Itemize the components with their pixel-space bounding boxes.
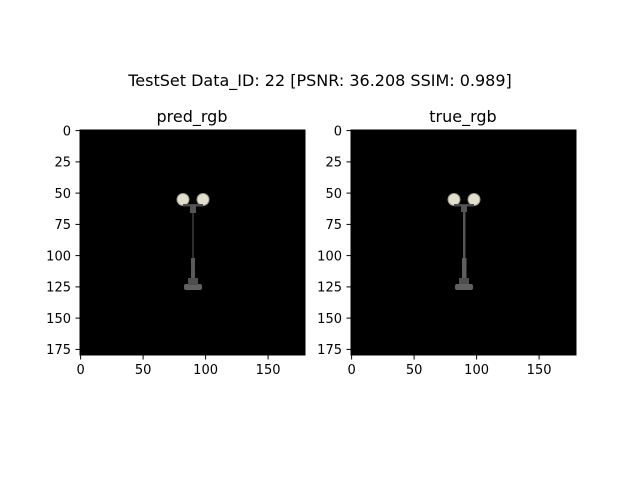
y-tick-label: 150 (317, 312, 342, 327)
y-tick-label: 0 (63, 124, 71, 139)
lamp-base-neck (188, 278, 198, 285)
y-tick-label: 50 (325, 187, 342, 202)
panel-true: true_rgb 0 50 100 150 (317, 107, 577, 378)
y-tick-label: 75 (54, 218, 71, 233)
x-axis-true: 0 50 100 150 (347, 355, 552, 378)
lamp-head (190, 205, 196, 213)
x-tick-label: 0 (76, 363, 84, 378)
lamp-pred (176, 193, 210, 290)
lamp-base (455, 284, 473, 290)
axes-frame-pred (79, 129, 306, 356)
x-tick-label: 150 (256, 363, 281, 378)
y-tick-label: 25 (325, 156, 342, 171)
panel-title-true: true_rgb (429, 107, 496, 127)
y-tick-label: 125 (317, 281, 342, 296)
y-axis-pred: 0 25 50 75 100 125 150 175 (46, 124, 80, 358)
x-tick-label: 150 (527, 363, 552, 378)
lamp-true (447, 193, 481, 290)
panel-pred: pred_rgb 0 50 100 150 (46, 107, 306, 378)
y-tick-label: 175 (46, 343, 71, 358)
y-tick-label: 125 (46, 281, 71, 296)
figure-suptitle: TestSet Data_ID: 22 [PSNR: 36.208 SSIM: … (127, 71, 512, 91)
x-tick-label: 0 (347, 363, 355, 378)
x-tick-label: 50 (406, 363, 423, 378)
lamp-globe-left (447, 193, 461, 206)
y-tick-label: 0 (334, 124, 342, 139)
lamp-pole-lower (191, 258, 195, 280)
y-tick-label: 150 (46, 312, 71, 327)
y-tick-label: 25 (54, 156, 71, 171)
x-tick-label: 100 (193, 363, 218, 378)
axes-frame-true (350, 129, 577, 356)
lamp-globe-right (196, 193, 210, 206)
y-axis-true: 0 25 50 75 100 125 150 175 (317, 124, 351, 358)
x-tick-label: 100 (464, 363, 489, 378)
lamp-pole-faint (192, 213, 194, 258)
lamp-base (184, 284, 202, 290)
y-tick-label: 100 (317, 249, 342, 264)
lamp-pole (463, 212, 466, 260)
lamp-base-neck (459, 278, 469, 285)
lamp-globe-right (467, 193, 481, 206)
y-tick-label: 175 (317, 343, 342, 358)
y-tick-label: 100 (46, 249, 71, 264)
lamp-head (461, 205, 467, 212)
lamp-pole-lower (462, 258, 467, 280)
lamp-globe-left (176, 193, 190, 206)
x-tick-label: 50 (135, 363, 152, 378)
y-tick-label: 50 (54, 187, 71, 202)
panel-title-pred: pred_rgb (157, 107, 228, 127)
y-tick-label: 75 (325, 218, 342, 233)
x-axis-pred: 0 50 100 150 (76, 355, 281, 378)
